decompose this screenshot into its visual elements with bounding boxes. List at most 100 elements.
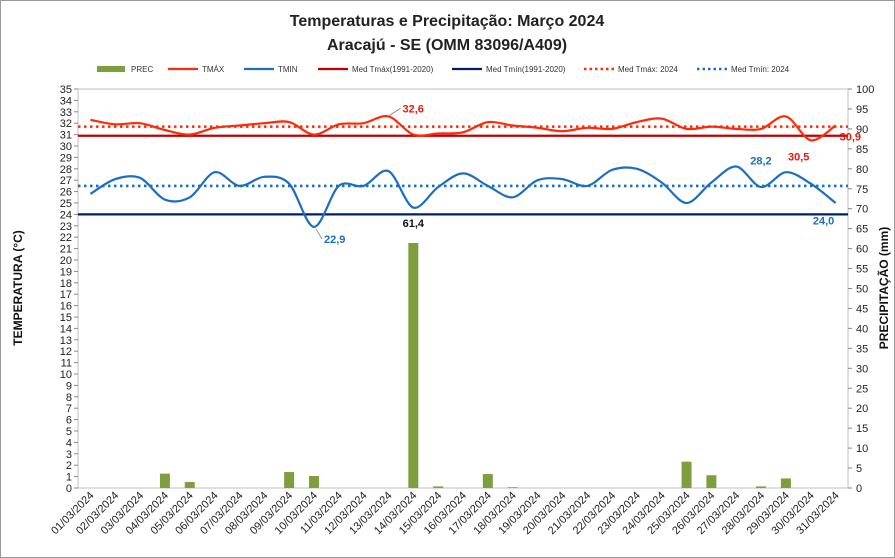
left-tick-label: 12 bbox=[60, 346, 72, 358]
left-tick-label: 15 bbox=[60, 312, 72, 324]
precipitation-bar bbox=[408, 243, 419, 488]
data-label: 22,9 bbox=[324, 234, 345, 246]
left-tick-label: 5 bbox=[66, 426, 72, 438]
right-tick-label: 45 bbox=[856, 303, 868, 315]
right-axis-title: PRECIPITAÇÃO (mm) bbox=[876, 227, 891, 349]
tmax-line bbox=[90, 114, 837, 142]
precipitation-bar bbox=[507, 487, 518, 488]
right-tick-label: 20 bbox=[856, 403, 868, 415]
tmin-line bbox=[89, 165, 837, 228]
data-labels: 32,6 30,5 30,9 22,9 28,2 24,0 61,4 bbox=[315, 103, 861, 246]
right-tick-label: 100 bbox=[856, 84, 874, 96]
right-axis-ticks: 0 5 10 15 20 25 30 35 40 45 50 55 60 65 70 75 80 85 90 95 10… bbox=[848, 84, 874, 495]
left-tick-label: 25 bbox=[60, 198, 72, 210]
left-tick-label: 18 bbox=[60, 278, 72, 290]
left-axis-ticks: 0123456789101112131415161718192021222324… bbox=[60, 84, 78, 495]
left-tick-label: 21 bbox=[60, 244, 72, 256]
right-tick-label: 5 bbox=[856, 463, 862, 475]
label-leader bbox=[315, 228, 323, 240]
right-tick-label: 35 bbox=[856, 343, 868, 355]
chart-title: Temperaturas e Precipitação: Março 2024 bbox=[290, 13, 605, 30]
right-tick-label: 70 bbox=[856, 204, 868, 216]
legend-label: PREC bbox=[131, 65, 153, 74]
left-tick-label: 23 bbox=[60, 221, 72, 233]
legend-label: TMÁX bbox=[202, 65, 225, 74]
legend: PREC TMÁX TMIN Med Tmáx(1991-2020) Med Tmín(… bbox=[97, 65, 790, 74]
left-tick-label: 7 bbox=[66, 403, 72, 415]
left-tick-label: 1 bbox=[66, 472, 72, 484]
right-tick-label: 60 bbox=[856, 244, 868, 256]
left-tick-label: 10 bbox=[60, 369, 72, 381]
left-tick-label: 31 bbox=[60, 130, 72, 142]
left-tick-label: 33 bbox=[60, 107, 72, 119]
left-tick-label: 6 bbox=[66, 415, 72, 427]
left-tick-label: 11 bbox=[61, 358, 72, 370]
precipitation-bar bbox=[482, 474, 493, 488]
right-tick-label: 55 bbox=[856, 264, 868, 276]
precipitation-bar bbox=[159, 473, 170, 488]
left-axis-title: TEMPERATURA (°C) bbox=[11, 230, 25, 345]
left-tick-label: 0 bbox=[66, 483, 72, 495]
data-label: 32,6 bbox=[402, 103, 423, 115]
left-tick-label: 27 bbox=[60, 175, 72, 187]
right-tick-label: 90 bbox=[856, 124, 868, 136]
legend-label: Med Tmín(1991-2020) bbox=[486, 65, 566, 74]
left-tick-label: 32 bbox=[60, 118, 72, 130]
right-tick-label: 50 bbox=[856, 284, 868, 296]
right-tick-label: 85 bbox=[856, 144, 868, 156]
right-tick-label: 10 bbox=[856, 443, 868, 455]
right-tick-label: 65 bbox=[856, 224, 868, 236]
left-tick-label: 13 bbox=[60, 335, 72, 347]
right-tick-label: 0 bbox=[856, 483, 862, 495]
left-tick-label: 16 bbox=[60, 301, 72, 313]
left-tick-label: 17 bbox=[60, 289, 72, 301]
right-tick-label: 15 bbox=[856, 423, 868, 435]
left-tick-label: 8 bbox=[66, 392, 72, 404]
left-tick-label: 26 bbox=[60, 187, 72, 199]
left-tick-label: 34 bbox=[60, 95, 72, 107]
label-leader bbox=[389, 108, 401, 116]
right-tick-label: 25 bbox=[856, 383, 868, 395]
left-tick-label: 14 bbox=[60, 323, 72, 335]
precipitation-bar bbox=[706, 475, 717, 488]
left-tick-label: 4 bbox=[66, 437, 72, 449]
left-tick-label: 28 bbox=[60, 164, 72, 176]
temperature-lines bbox=[89, 114, 837, 228]
right-tick-label: 95 bbox=[856, 104, 868, 116]
left-tick-label: 24 bbox=[60, 209, 72, 221]
right-tick-label: 75 bbox=[856, 184, 868, 196]
right-tick-label: 80 bbox=[856, 164, 868, 176]
left-tick-label: 30 bbox=[60, 141, 72, 153]
legend-label: Med Tmáx(1991-2020) bbox=[352, 65, 434, 74]
left-tick-label: 2 bbox=[66, 460, 72, 472]
left-tick-label: 9 bbox=[66, 380, 72, 392]
data-label: 28,2 bbox=[750, 156, 771, 168]
precipitation-bar bbox=[433, 486, 444, 488]
precipitation-bar bbox=[284, 472, 295, 488]
right-tick-label: 30 bbox=[856, 363, 868, 375]
precipitation-bar bbox=[308, 476, 319, 488]
data-label: 30,5 bbox=[788, 151, 809, 163]
legend-swatch bbox=[97, 66, 125, 72]
precipitation-bars bbox=[159, 243, 791, 488]
precipitation-bar bbox=[756, 486, 767, 488]
reference-lines bbox=[78, 125, 848, 216]
right-tick-label: 40 bbox=[856, 323, 868, 335]
legend-label: TMIN bbox=[278, 65, 298, 74]
left-tick-label: 22 bbox=[60, 232, 72, 244]
precipitation-bar bbox=[681, 461, 692, 488]
left-tick-label: 29 bbox=[60, 152, 72, 164]
legend-label: Med Tmáx: 2024 bbox=[618, 65, 678, 74]
legend-label: Med Tmín: 2024 bbox=[731, 65, 790, 74]
left-tick-label: 20 bbox=[60, 255, 72, 267]
left-tick-label: 19 bbox=[60, 266, 72, 278]
data-label: 61,4 bbox=[403, 218, 425, 230]
data-label: 30,9 bbox=[840, 132, 861, 144]
precipitation-bar bbox=[184, 482, 195, 488]
chart-subtitle: Aracajú - SE (OMM 83096/A409) bbox=[327, 37, 567, 54]
data-label: 24,0 bbox=[813, 215, 834, 227]
left-tick-label: 35 bbox=[60, 84, 72, 96]
left-tick-label: 3 bbox=[66, 449, 72, 461]
